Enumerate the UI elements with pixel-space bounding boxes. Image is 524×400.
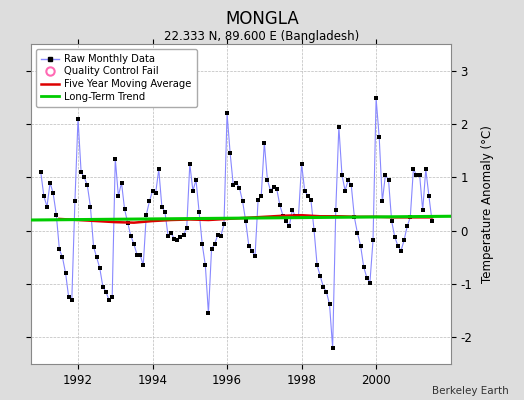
Text: MONGLA: MONGLA: [225, 10, 299, 28]
Text: Berkeley Earth: Berkeley Earth: [432, 386, 508, 396]
Y-axis label: Temperature Anomaly (°C): Temperature Anomaly (°C): [481, 125, 494, 283]
Text: 22.333 N, 89.600 E (Bangladesh): 22.333 N, 89.600 E (Bangladesh): [165, 30, 359, 43]
Legend: Raw Monthly Data, Quality Control Fail, Five Year Moving Average, Long-Term Tren: Raw Monthly Data, Quality Control Fail, …: [37, 49, 197, 106]
